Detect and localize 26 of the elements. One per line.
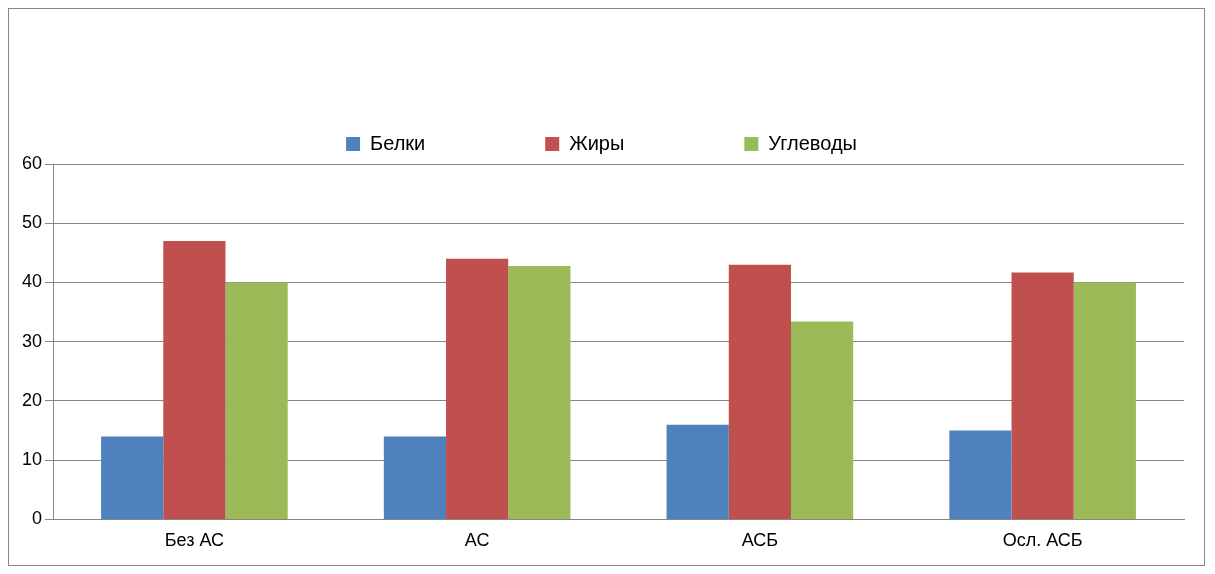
bar [163,241,226,519]
x-tick-label: Без АС [164,530,225,551]
x-tick-label: АС [464,530,490,551]
bar [949,430,1012,519]
y-tick-label: 50 [21,212,43,233]
bar [790,321,854,519]
bar [508,265,571,519]
y-tick-label: 10 [21,449,43,470]
y-tick-label: 60 [21,152,43,173]
bar [101,436,164,519]
bar [446,258,509,519]
bar [383,436,447,519]
legend-label: Жиры [569,131,625,154]
bar [1011,272,1074,519]
y-tick-label: 30 [21,330,43,351]
legend-label: Углеводы [768,131,857,154]
y-tick-label: 20 [21,389,43,410]
y-tick-label: 40 [21,271,43,292]
bar [1073,282,1136,519]
bar [728,264,791,519]
bar [225,282,288,519]
y-tick-label: 0 [32,508,43,529]
bar [666,424,729,519]
x-tick-label: АСБ [741,530,779,551]
x-tick-label: Осл. АСБ [1002,530,1083,551]
legend-label: Белки [370,131,426,154]
